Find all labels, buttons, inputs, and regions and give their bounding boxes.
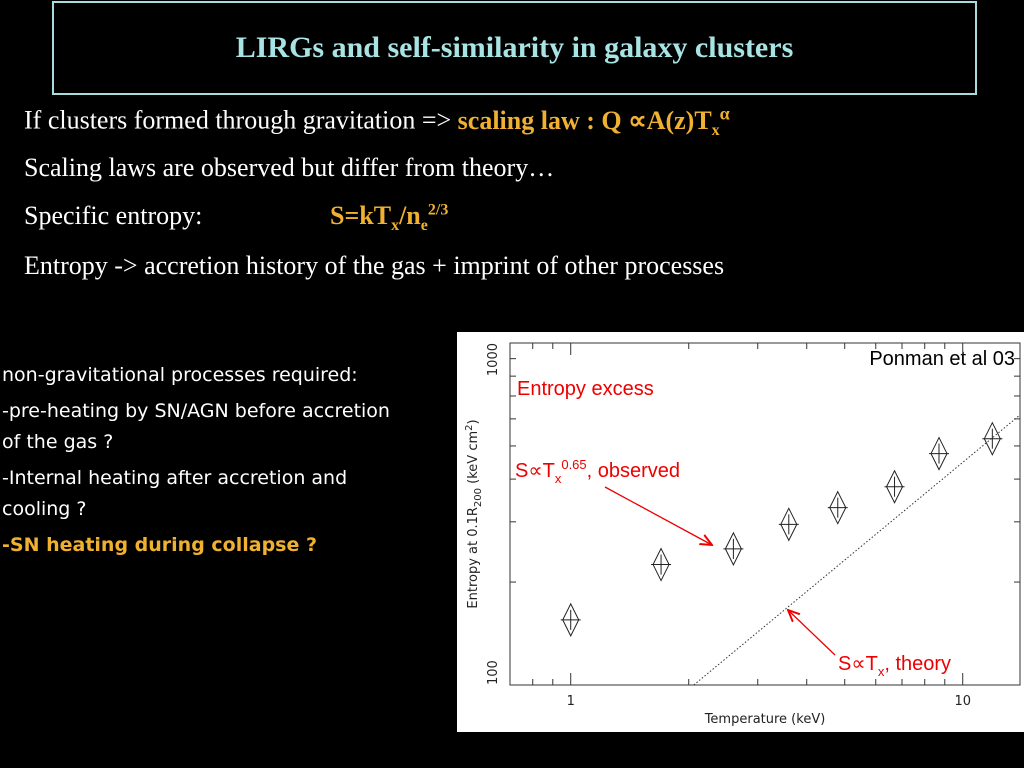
- y-label-sup: 2: [464, 424, 475, 430]
- bullet-text: If clusters formed through gravitation =…: [24, 105, 458, 135]
- superscript: α: [719, 103, 730, 123]
- x-axis-label: Temperature (keV): [704, 712, 826, 727]
- data-point: [560, 602, 581, 638]
- data-point: [651, 547, 672, 582]
- marker-part: [829, 490, 847, 525]
- bullet: Entropy -> accretion history of the gas …: [24, 251, 725, 280]
- y-label-text: ): [466, 419, 481, 424]
- y-label-sub: 200: [473, 488, 484, 507]
- marker-part: [780, 507, 798, 542]
- formula: scaling law : Q ∝A(z)Txα: [457, 103, 730, 139]
- y-axis-label: Entropy at 0.1R200 (keV cm2): [464, 419, 484, 608]
- arrow: [604, 486, 712, 545]
- annotation: S∝Tx0.65, observed: [515, 457, 680, 486]
- formula: S=kTx/ne2/3: [330, 201, 449, 234]
- y-label-text: (keV cm: [466, 431, 481, 488]
- title: LIRGs and self-similarity in galaxy clus…: [52, 1, 977, 95]
- theory-line: [693, 414, 1021, 686]
- note: -Internal heating after accretion and co…: [2, 467, 348, 520]
- ann-text: S∝T: [515, 460, 555, 482]
- marker-part: [930, 436, 948, 471]
- source-note: Ponman et al 03: [869, 348, 1015, 370]
- data-point: [827, 490, 848, 525]
- ann-text: , theory: [884, 653, 951, 675]
- arrow: [788, 610, 836, 656]
- annotation: Entropy excess: [517, 378, 654, 400]
- bullet: Scaling laws are observed but differ fro…: [24, 153, 555, 182]
- superscript: 2/3: [427, 201, 449, 219]
- formula-text: /n: [399, 201, 421, 230]
- ann-sup: 0.65: [561, 457, 586, 472]
- subscript: x: [711, 121, 720, 139]
- y-tick-label: 100: [486, 660, 501, 685]
- marker-part: [724, 531, 742, 567]
- y-tick-label: 1000: [486, 343, 501, 376]
- side-notes: non-gravitational processes required: -p…: [2, 360, 412, 566]
- data-point: [929, 436, 950, 471]
- annotation: S∝Tx, theory: [838, 653, 951, 679]
- ann-sub: x: [878, 664, 885, 679]
- marker-part: [652, 547, 670, 582]
- y-label-text: Entropy at 0.1R: [466, 507, 481, 609]
- plot-frame: [509, 342, 1021, 686]
- ann-text: , observed: [587, 460, 680, 482]
- x-tick-label: 1: [567, 694, 575, 709]
- data-point: [778, 507, 799, 542]
- marker-part: [885, 469, 904, 504]
- chart: Ponman et al 03 Entropy excess S∝Tx0.65,…: [457, 332, 1024, 732]
- bullet: Specific entropy: S=kTx/ne2/3: [24, 201, 448, 235]
- marker-part: [983, 421, 1001, 456]
- data-point: [723, 531, 744, 567]
- note: -pre-heating by SN/AGN before accretion …: [2, 400, 390, 453]
- ann-sub: x: [555, 471, 562, 486]
- ann-text: S∝T: [838, 653, 878, 675]
- bullet-text: Specific entropy:: [24, 201, 203, 230]
- note: -SN heating during collapse ?: [2, 534, 318, 556]
- note: non-gravitational processes required:: [2, 364, 358, 386]
- data-point: [884, 469, 905, 504]
- formula-text: scaling law : Q ∝A(z)T: [457, 105, 712, 135]
- subscript: x: [391, 217, 400, 235]
- formula-text: S=kT: [330, 201, 392, 230]
- subscript: e: [420, 217, 428, 235]
- x-tick-label: 10: [954, 694, 971, 709]
- bullet: If clusters formed through gravitation =…: [24, 103, 730, 140]
- data-point: [982, 421, 1003, 456]
- marker-part: [562, 602, 580, 638]
